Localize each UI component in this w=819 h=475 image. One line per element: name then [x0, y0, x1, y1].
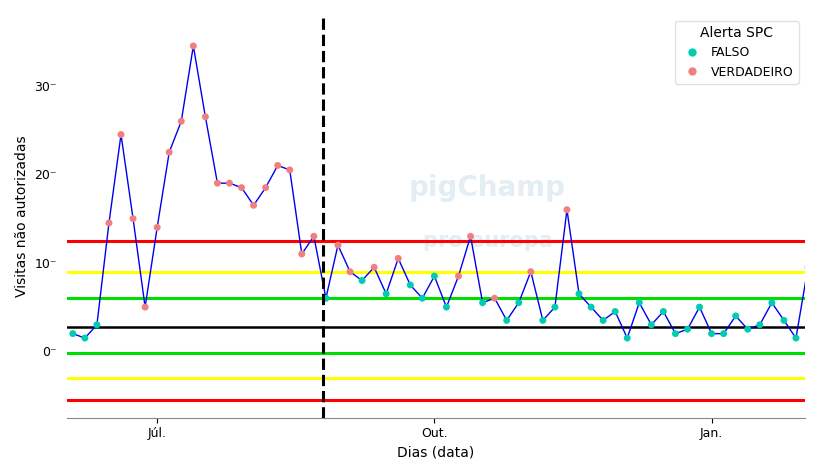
- Point: [632, 299, 645, 306]
- Text: pigChamp: pigChamp: [409, 174, 565, 202]
- Point: [800, 264, 813, 271]
- Point: [415, 294, 428, 302]
- Point: [210, 180, 224, 187]
- Point: [307, 232, 320, 240]
- Point: [78, 334, 91, 342]
- Point: [151, 224, 164, 231]
- Point: [439, 303, 452, 311]
- X-axis label: Dias (data): Dias (data): [396, 446, 474, 460]
- Point: [559, 206, 572, 214]
- Point: [271, 162, 284, 169]
- Point: [343, 268, 356, 276]
- Point: [608, 308, 621, 315]
- Point: [789, 334, 802, 342]
- Point: [126, 215, 139, 222]
- Point: [668, 330, 681, 337]
- Point: [716, 330, 729, 337]
- Point: [198, 113, 211, 121]
- Point: [235, 184, 248, 191]
- Point: [656, 308, 669, 315]
- Point: [548, 303, 561, 311]
- Point: [812, 334, 819, 342]
- Point: [187, 42, 200, 50]
- Point: [162, 148, 175, 156]
- Point: [367, 264, 380, 271]
- Point: [596, 316, 609, 324]
- Point: [319, 294, 332, 302]
- Point: [403, 281, 416, 289]
- Point: [138, 303, 152, 311]
- Point: [66, 330, 79, 337]
- Point: [487, 294, 500, 302]
- Point: [428, 272, 441, 280]
- Point: [536, 316, 549, 324]
- Point: [620, 334, 633, 342]
- Point: [584, 303, 597, 311]
- Point: [776, 316, 790, 324]
- Point: [355, 277, 369, 285]
- Point: [259, 184, 272, 191]
- Point: [451, 272, 464, 280]
- Point: [764, 299, 777, 306]
- Point: [90, 321, 103, 329]
- Point: [572, 290, 585, 298]
- Point: [680, 325, 693, 333]
- Point: [223, 180, 236, 187]
- Point: [523, 268, 536, 276]
- Point: [115, 131, 128, 138]
- Point: [379, 290, 392, 298]
- Point: [283, 166, 296, 174]
- Point: [247, 201, 260, 209]
- Point: [464, 232, 477, 240]
- Point: [728, 312, 741, 320]
- Point: [391, 255, 405, 262]
- Legend: FALSO, VERDADEIRO: FALSO, VERDADEIRO: [674, 21, 798, 84]
- Point: [704, 330, 717, 337]
- Point: [500, 316, 513, 324]
- Point: [692, 303, 705, 311]
- Y-axis label: Visitas não autorizadas: Visitas não autorizadas: [15, 135, 29, 297]
- Point: [740, 325, 753, 333]
- Text: pro europa: pro europa: [422, 230, 552, 250]
- Point: [512, 299, 525, 306]
- Point: [174, 117, 188, 125]
- Point: [476, 299, 489, 306]
- Point: [753, 321, 766, 329]
- Point: [295, 250, 308, 258]
- Point: [102, 219, 115, 227]
- Point: [331, 241, 344, 249]
- Point: [644, 321, 657, 329]
